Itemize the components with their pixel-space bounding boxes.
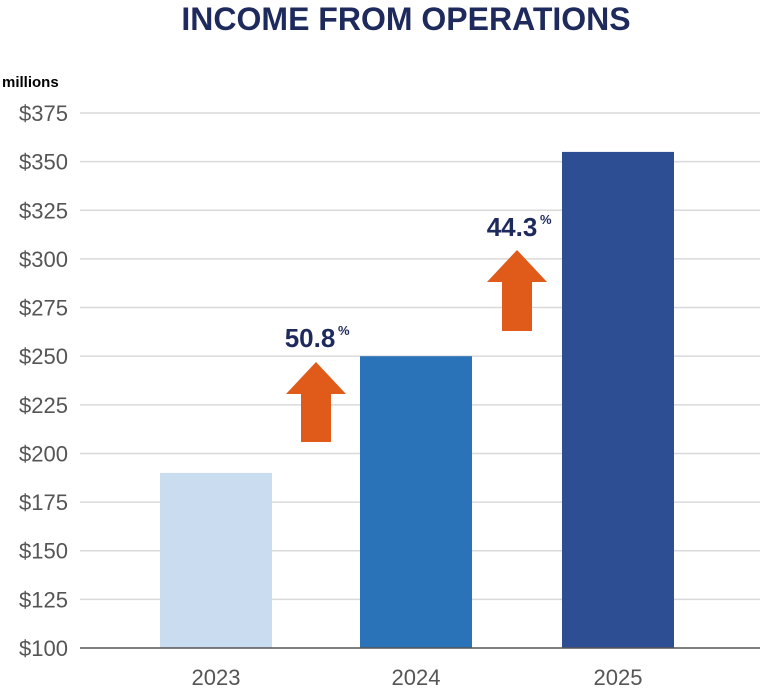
x-tick-label: 2025 <box>594 665 643 690</box>
y-tick-label: $275 <box>19 296 68 321</box>
unit-label: millions <box>2 74 59 91</box>
y-tick-label: $350 <box>19 150 68 175</box>
bar-2024 <box>360 356 472 648</box>
y-tick-label: $125 <box>19 587 68 612</box>
chart-title: INCOME FROM OPERATIONS <box>181 1 630 37</box>
bars <box>160 151 674 648</box>
y-tick-label: $250 <box>19 344 68 369</box>
y-tick-label: $325 <box>19 198 68 223</box>
growth-label: 44.3 <box>487 212 538 242</box>
y-tick-label: $175 <box>19 490 68 515</box>
y-tick-label: $375 <box>19 101 68 126</box>
percent-symbol: % <box>338 323 350 338</box>
percent-symbol: % <box>540 212 552 227</box>
annotations: 50.8 %44.3% <box>285 212 552 442</box>
axes: $100 $125 $150 $175 $200 $225 $250 $275 $300 $325… <box>19 101 760 690</box>
x-tick-label: 2024 <box>392 665 441 690</box>
x-tick-label: 2023 <box>192 665 241 690</box>
y-tick-label: $225 <box>19 393 68 418</box>
y-tick-label: $200 <box>19 441 68 466</box>
growth-label: 50.8 <box>285 323 336 353</box>
bar-2025 <box>562 151 674 648</box>
bar-2023 <box>160 472 272 648</box>
y-tick-label: $100 <box>19 636 68 661</box>
growth-arrow-icon <box>487 250 547 331</box>
y-tick-label: $150 <box>19 539 68 564</box>
growth-arrow-icon <box>286 362 346 442</box>
y-tick-label: $300 <box>19 247 68 272</box>
